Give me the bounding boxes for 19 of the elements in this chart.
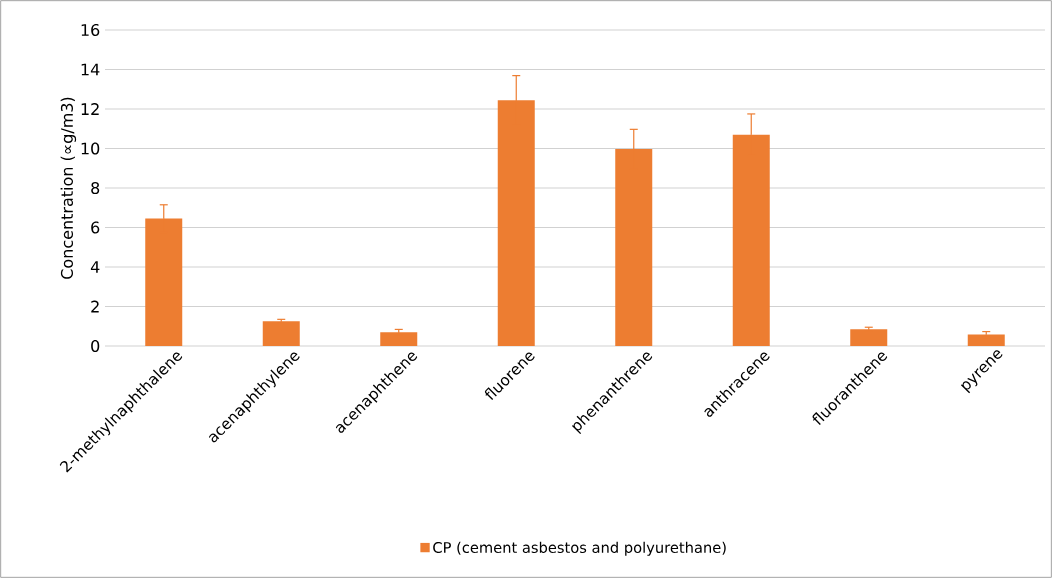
y-tick-label: 6	[91, 221, 100, 234]
bar	[262, 321, 300, 346]
bar	[615, 149, 653, 346]
y-tick-label: 0	[91, 339, 100, 353]
y-tick-label: 2	[91, 300, 99, 313]
y-tick-label: 4	[90, 261, 100, 273]
y-tick-label: 16	[81, 23, 100, 37]
bar	[850, 329, 888, 346]
bar	[380, 332, 418, 346]
y-tick-label: 8	[91, 181, 100, 195]
bar	[497, 100, 535, 346]
legend-label: CP (cement asbestos and polyurethane)	[433, 541, 726, 556]
bar	[732, 134, 770, 346]
y-axis-title: Concentration (∝g/m3)	[60, 97, 77, 279]
y-tick-label: 10	[81, 142, 100, 155]
y-tick-label: 12	[81, 103, 99, 115]
bar	[967, 334, 1005, 346]
y-tick-label: 14	[81, 63, 100, 76]
bar	[145, 218, 183, 346]
